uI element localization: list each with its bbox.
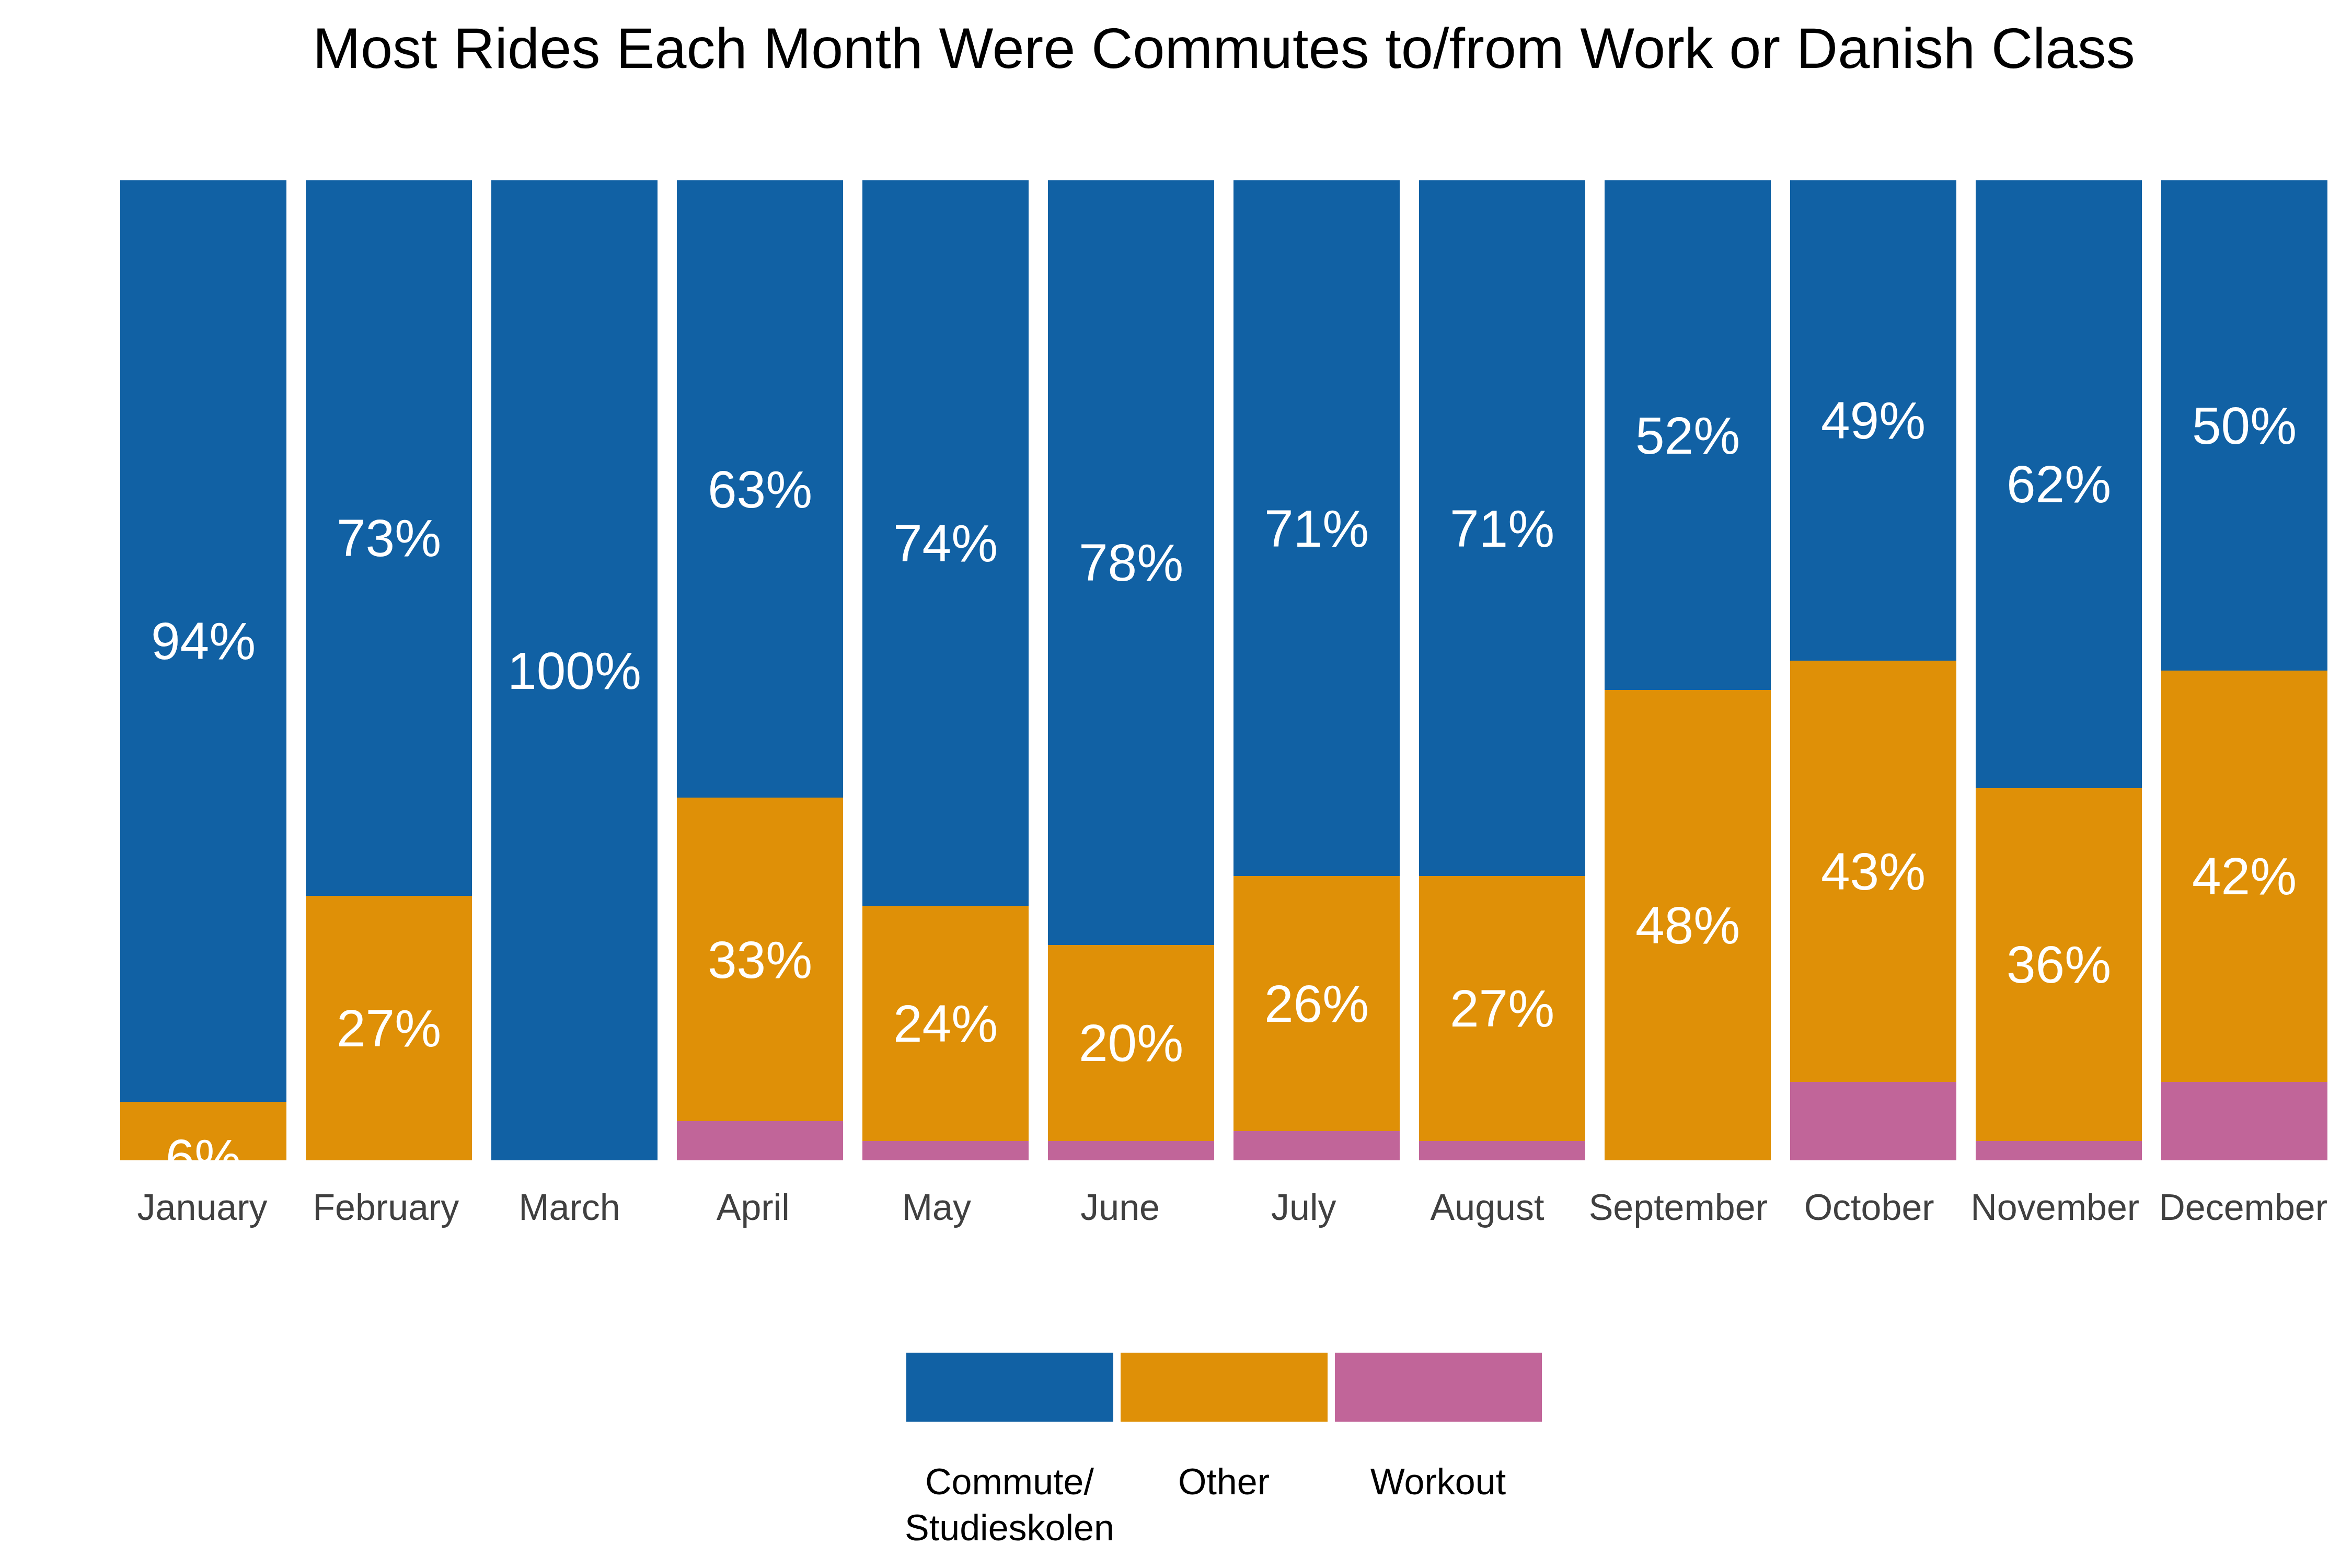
x-axis-label-august: August xyxy=(1405,1185,1569,1229)
bar-label-november-other: 36% xyxy=(2007,938,2111,990)
x-axis-label-april: April xyxy=(671,1185,835,1229)
x-axis: January February March April May June July Augu… xyxy=(120,1185,2327,1229)
bar-july: 71% 26% xyxy=(1233,180,1400,1160)
segment-september-other: 48% xyxy=(1605,690,1771,1160)
bar-october: 49% 43% xyxy=(1790,180,1956,1160)
bar-june: 78% 20% xyxy=(1048,180,1214,1160)
bar-label-december-other: 42% xyxy=(2192,850,2297,902)
segment-november-commute: 62% xyxy=(1976,180,2142,788)
legend-swatch-workout xyxy=(1335,1353,1542,1422)
bar-september: 52% 48% xyxy=(1605,180,1771,1160)
segment-february-other: 27% xyxy=(306,896,472,1160)
bar-may: 74% 24% xyxy=(862,180,1029,1160)
segment-november-other: 36% xyxy=(1976,788,2142,1141)
segment-december-other: 42% xyxy=(2161,671,2327,1082)
legend-item-commute: Commute/Studieskolen xyxy=(906,1353,1113,1551)
bar-label-september-other: 48% xyxy=(1635,899,1740,951)
bar-label-august-other: 27% xyxy=(1450,982,1554,1034)
bar-november: 62% 36% xyxy=(1976,180,2142,1160)
x-axis-label-july: July xyxy=(1221,1185,1386,1229)
segment-june-commute: 78% xyxy=(1048,180,1214,945)
bar-march: 100% xyxy=(491,180,658,1160)
chart-title: Most Rides Each Month Were Commutes to/f… xyxy=(120,15,2327,81)
segment-april-other: 33% xyxy=(677,798,843,1121)
bar-label-february-other: 27% xyxy=(337,1002,441,1054)
x-axis-label-december: December xyxy=(2159,1185,2327,1229)
x-axis-label-june: June xyxy=(1038,1185,1202,1229)
segment-january-commute: 94% xyxy=(120,180,286,1102)
segment-november-workout xyxy=(1976,1141,2142,1161)
segment-july-other: 26% xyxy=(1233,876,1400,1131)
x-axis-label-october: October xyxy=(1787,1185,1951,1229)
bar-label-may-other: 24% xyxy=(893,997,998,1050)
segment-august-commute: 71% xyxy=(1419,180,1585,876)
bar-label-january-commute: 94% xyxy=(151,615,256,667)
x-axis-label-february: February xyxy=(304,1185,468,1229)
bar-label-november-commute: 62% xyxy=(2007,458,2111,510)
segment-december-commute: 50% xyxy=(2161,180,2327,671)
legend-item-other: Other xyxy=(1121,1353,1328,1505)
bar-label-january-other: 6% xyxy=(120,1132,286,1160)
bar-label-april-other: 33% xyxy=(708,933,812,986)
bar-label-october-commute: 49% xyxy=(1821,394,1926,446)
segment-july-commute: 71% xyxy=(1233,180,1400,876)
segment-may-workout xyxy=(862,1141,1029,1161)
segment-january-other: 6% xyxy=(120,1102,286,1161)
x-axis-label-november: November xyxy=(1970,1185,2139,1229)
legend: Commute/Studieskolen Other Workout xyxy=(120,1353,2327,1551)
segment-may-commute: 74% xyxy=(862,180,1029,906)
legend-label-workout: Workout xyxy=(1370,1459,1506,1505)
legend-label-other: Other xyxy=(1178,1459,1270,1505)
legend-label-commute: Commute/Studieskolen xyxy=(905,1459,1114,1551)
segment-december-workout xyxy=(2161,1082,2327,1160)
x-axis-label-may: May xyxy=(855,1185,1019,1229)
segment-july-workout xyxy=(1233,1131,1400,1160)
bar-label-june-other: 20% xyxy=(1079,1017,1183,1069)
bar-august: 71% 27% xyxy=(1419,180,1585,1160)
x-axis-label-september: September xyxy=(1589,1185,1768,1229)
bar-label-april-commute: 63% xyxy=(708,463,812,515)
bar-label-june-commute: 78% xyxy=(1079,536,1183,589)
bar-label-july-other: 26% xyxy=(1264,977,1369,1030)
segment-october-workout xyxy=(1790,1082,1956,1160)
segment-april-workout xyxy=(677,1121,843,1160)
bar-label-september-commute: 52% xyxy=(1635,409,1740,462)
bar-label-july-commute: 71% xyxy=(1264,502,1369,555)
segment-october-commute: 49% xyxy=(1790,180,1956,661)
segment-february-commute: 73% xyxy=(306,180,472,896)
bar-label-may-commute: 74% xyxy=(893,517,998,569)
plot-area: 94%6%73%27%100%63%33%74%24%78%20%71%26%7… xyxy=(120,180,2327,1160)
segment-october-other: 43% xyxy=(1790,661,1956,1082)
x-axis-label-january: January xyxy=(120,1185,284,1229)
bar-label-october-other: 43% xyxy=(1821,845,1926,897)
bar-december: 50% 42% xyxy=(2161,180,2327,1160)
bar-january: 94% 6% xyxy=(120,180,286,1160)
legend-item-workout: Workout xyxy=(1335,1353,1542,1505)
bar-april: 63% 33% xyxy=(677,180,843,1160)
segment-april-commute: 63% xyxy=(677,180,843,798)
segment-june-other: 20% xyxy=(1048,945,1214,1141)
bar-label-august-commute: 71% xyxy=(1450,502,1554,555)
legend-swatch-commute xyxy=(906,1353,1113,1422)
segment-march-commute: 100% xyxy=(491,180,658,1160)
x-axis-label-march: March xyxy=(487,1185,651,1229)
bar-february: 73% 27% xyxy=(306,180,472,1160)
bar-label-february-commute: 73% xyxy=(337,512,441,564)
chart-canvas: Most Rides Each Month Were Commutes to/f… xyxy=(0,0,2352,1568)
segment-may-other: 24% xyxy=(862,906,1029,1141)
segment-august-workout xyxy=(1419,1141,1585,1161)
bar-label-march-commute: 100% xyxy=(508,644,641,697)
segment-september-commute: 52% xyxy=(1605,180,1771,690)
bar-label-december-commute: 50% xyxy=(2192,399,2297,452)
legend-swatch-other xyxy=(1121,1353,1328,1422)
segment-august-other: 27% xyxy=(1419,876,1585,1140)
segment-june-workout xyxy=(1048,1141,1214,1161)
